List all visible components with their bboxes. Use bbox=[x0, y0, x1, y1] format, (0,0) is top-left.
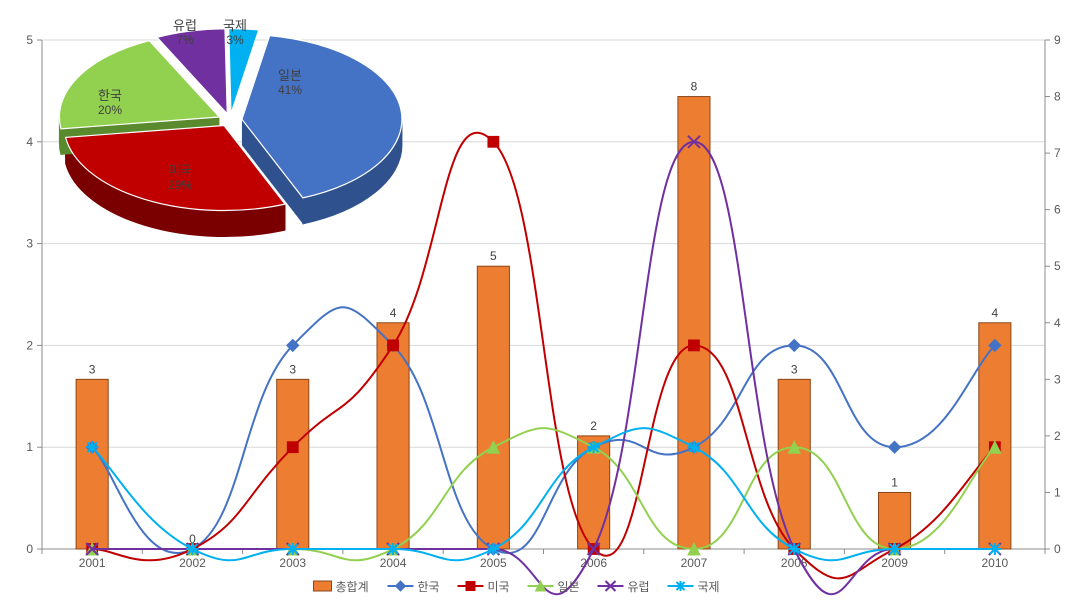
legend-label: 국제 bbox=[698, 580, 720, 594]
marker-square bbox=[689, 340, 700, 351]
legend-label: 유럽 bbox=[628, 580, 650, 594]
svg-text:7: 7 bbox=[1054, 146, 1061, 160]
svg-text:6: 6 bbox=[1054, 203, 1061, 217]
svg-text:2010: 2010 bbox=[981, 556, 1008, 570]
marker-diamond bbox=[788, 339, 800, 351]
marker-diamond bbox=[396, 581, 406, 591]
svg-text:2002: 2002 bbox=[179, 556, 206, 570]
svg-text:1: 1 bbox=[891, 475, 898, 489]
pie-label-intl: 국제3% bbox=[223, 18, 247, 47]
legend-label: 미국 bbox=[488, 580, 510, 594]
svg-text:4: 4 bbox=[26, 135, 33, 149]
legend-label: 일본 bbox=[558, 580, 580, 594]
svg-text:2001: 2001 bbox=[79, 556, 106, 570]
svg-text:2: 2 bbox=[590, 419, 597, 433]
legend-label: 총합계 bbox=[336, 580, 369, 594]
svg-text:유럽: 유럽 bbox=[173, 18, 197, 33]
bar bbox=[477, 266, 509, 549]
svg-text:국제: 국제 bbox=[223, 18, 247, 33]
svg-text:41%: 41% bbox=[278, 83, 302, 97]
svg-text:2: 2 bbox=[26, 338, 33, 352]
chart-container: 0 1 2 3 4 5 0 1 2 3 4 5 6 7 8 9 2001 2002 2003 2004 2005 2 0 0 6… bbox=[0, 0, 1087, 609]
svg-text:1: 1 bbox=[1054, 485, 1061, 499]
svg-text:7%: 7% bbox=[176, 33, 194, 47]
svg-text:20%: 20% bbox=[98, 103, 122, 117]
svg-text:3: 3 bbox=[791, 362, 798, 376]
svg-text:3%: 3% bbox=[226, 33, 244, 47]
pie-chart: 일본41% 미국29% 한국20% 유럽7% 국제3% bbox=[59, 18, 402, 237]
marker-diamond bbox=[889, 441, 901, 453]
svg-text:2: 2 bbox=[1054, 429, 1061, 443]
pie-label-us: 미국29% bbox=[168, 163, 192, 192]
svg-text:9: 9 bbox=[1054, 33, 1061, 47]
svg-text:2007: 2007 bbox=[681, 556, 708, 570]
svg-text:한국: 한국 bbox=[98, 88, 122, 103]
svg-text:3: 3 bbox=[89, 362, 96, 376]
pie-label-korea: 한국20% bbox=[98, 88, 122, 117]
chart-svg: 0 1 2 3 4 5 0 1 2 3 4 5 6 7 8 9 2001 2002 2003 2004 2005 2 0 0 6… bbox=[0, 0, 1087, 609]
legend-label: 한국 bbox=[418, 580, 440, 594]
svg-text:0: 0 bbox=[26, 542, 33, 556]
legend-item: 총합계 bbox=[314, 580, 369, 594]
legend-item: 일본 bbox=[528, 580, 580, 594]
svg-text:5: 5 bbox=[1054, 259, 1061, 273]
marker-square bbox=[466, 582, 475, 591]
legend: 총합계 한국 미국 일본 유럽 국제 bbox=[314, 580, 720, 594]
svg-text:2004: 2004 bbox=[380, 556, 407, 570]
legend-swatch bbox=[314, 581, 332, 591]
svg-text:4: 4 bbox=[992, 306, 999, 320]
svg-text:2005: 2005 bbox=[480, 556, 507, 570]
svg-text:5: 5 bbox=[26, 33, 33, 47]
svg-text:2003: 2003 bbox=[279, 556, 306, 570]
marker-square bbox=[388, 340, 399, 351]
svg-text:2009: 2009 bbox=[881, 556, 908, 570]
bar bbox=[879, 492, 911, 549]
svg-text:미국: 미국 bbox=[168, 163, 192, 178]
bar bbox=[979, 323, 1011, 549]
svg-text:3: 3 bbox=[1054, 372, 1061, 386]
svg-text:4: 4 bbox=[1054, 316, 1061, 330]
marker-square bbox=[488, 136, 499, 147]
marker-square bbox=[287, 442, 298, 453]
bar bbox=[377, 323, 409, 549]
svg-text:8: 8 bbox=[691, 80, 698, 94]
svg-text:3: 3 bbox=[26, 237, 33, 251]
svg-text:0: 0 bbox=[1054, 542, 1061, 556]
y-axis-right: 0 1 2 3 4 5 6 7 8 9 bbox=[1045, 33, 1061, 556]
line-intl bbox=[92, 428, 995, 560]
svg-text:4: 4 bbox=[390, 306, 397, 320]
line-japan bbox=[92, 428, 995, 560]
y-axis-left: 0 1 2 3 4 5 bbox=[26, 33, 42, 556]
pie-label-europe: 유럽7% bbox=[173, 18, 197, 47]
legend-item: 국제 bbox=[668, 580, 720, 594]
legend-item: 유럽 bbox=[598, 580, 650, 594]
svg-text:1: 1 bbox=[26, 440, 33, 454]
svg-text:3: 3 bbox=[289, 362, 296, 376]
svg-text:29%: 29% bbox=[168, 178, 192, 192]
svg-text:일본: 일본 bbox=[278, 68, 302, 83]
svg-text:8: 8 bbox=[1054, 90, 1061, 104]
legend-item: 미국 bbox=[458, 580, 510, 594]
bar bbox=[277, 379, 309, 549]
legend-item: 한국 bbox=[388, 580, 440, 594]
bar bbox=[678, 97, 710, 549]
svg-text:5: 5 bbox=[490, 249, 497, 263]
pie-label-japan: 일본41% bbox=[278, 68, 302, 97]
